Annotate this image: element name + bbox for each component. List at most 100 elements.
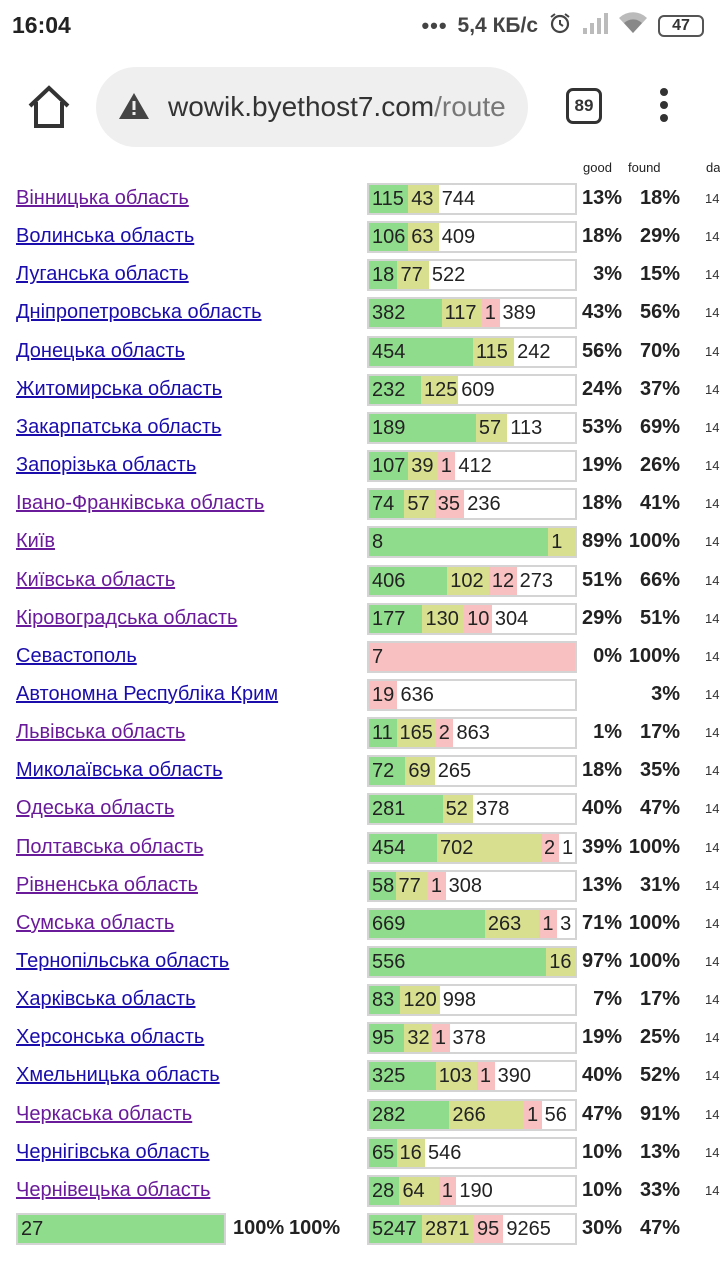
date-value: 14 xyxy=(705,686,720,702)
region-link[interactable]: Автономна Республіка Крим xyxy=(16,682,279,705)
region-row: Закарпатська область 189 57 113 53% 69% 14 xyxy=(0,410,720,448)
region-link[interactable]: Рівненська область xyxy=(16,873,198,896)
bar-segment: 190 xyxy=(456,1176,575,1205)
address-bar[interactable]: wowik.byethost7.com/route xyxy=(96,67,528,147)
bar-segment: 522 xyxy=(428,261,575,290)
region-link[interactable]: Львівська область xyxy=(16,721,186,744)
browser-toolbar: wowik.byethost7.com/route 89 xyxy=(0,52,720,160)
region-link[interactable]: Чернівецька область xyxy=(16,1178,211,1201)
date-value: 14 xyxy=(705,572,720,588)
region-row: Житомирська область 232 125 609 24% 37% 14 xyxy=(0,372,720,410)
region-link[interactable]: Чернігівська область xyxy=(16,1140,210,1163)
menu-more-icon[interactable] xyxy=(652,88,676,128)
found-percent: 100% xyxy=(628,835,680,858)
date-value: 14 xyxy=(705,1106,720,1122)
bar-segment: 16 xyxy=(396,1138,425,1167)
bar-segment: 5247 xyxy=(369,1215,422,1244)
found-percent: 70% xyxy=(639,339,680,362)
found-percent: 100% xyxy=(628,644,680,667)
found-percent: 17% xyxy=(639,721,680,744)
totals-count-found: 100% xyxy=(289,1217,341,1240)
date-value: 14 xyxy=(705,419,720,435)
bar-segment: 389 xyxy=(499,299,575,328)
region-link[interactable]: Черкаська область xyxy=(16,1102,193,1125)
page-content: good found da Вінницька область 115 43 744 1… xyxy=(0,160,720,1280)
date-value: 14 xyxy=(705,343,720,359)
bar-segment: 390 xyxy=(494,1062,575,1091)
home-button[interactable] xyxy=(24,82,74,132)
region-link[interactable]: Дніпропетровська область xyxy=(16,301,262,324)
bar-segment: 9265 xyxy=(503,1215,575,1244)
good-percent: 29% xyxy=(581,606,622,629)
bar-segment: 1 xyxy=(476,1062,495,1091)
bar-segment: 2871 xyxy=(421,1215,474,1244)
region-row: Львівська область 11 165 2 863 1% 17% 14 xyxy=(0,715,720,753)
bar-segment: 115 xyxy=(472,337,515,366)
bar-segment: 28 xyxy=(369,1176,400,1205)
region-link[interactable]: Київська область xyxy=(16,568,176,591)
found-percent: 100% xyxy=(628,911,680,934)
totals-row: 27 100% 100% 5247 2871 95 9265 30% 47% xyxy=(0,1211,720,1249)
bar-segment: 744 xyxy=(438,185,575,213)
region-link[interactable]: Одеська область xyxy=(16,797,175,820)
found-percent: 29% xyxy=(639,225,680,248)
bar-segment: 77 xyxy=(395,871,428,900)
date-value: 14 xyxy=(705,877,720,893)
bar-segment: 56 xyxy=(541,1100,575,1129)
region-link[interactable]: Волинська область xyxy=(16,225,195,248)
region-link[interactable]: Запорізька область xyxy=(16,454,197,477)
totals-stats-bar: 5247 2871 95 9265 xyxy=(367,1213,577,1246)
region-link[interactable]: Херсонська область xyxy=(16,1026,205,1049)
found-percent: 25% xyxy=(639,1026,680,1049)
region-stats-bar: 28 64 1 190 xyxy=(367,1174,577,1207)
region-link[interactable]: Кіровоградська область xyxy=(16,606,238,629)
found-percent: 33% xyxy=(639,1178,680,1201)
bar-segment: 10 xyxy=(464,604,492,633)
bar-segment: 1 xyxy=(523,1100,542,1129)
region-stats-bar: 232 125 609 xyxy=(367,373,577,406)
good-percent: 10% xyxy=(581,1178,622,1201)
region-row: Запорізька область 107 39 1 412 19% 26% 14 xyxy=(0,448,720,486)
bar-segment: 125 xyxy=(421,375,459,404)
region-link[interactable]: Вінницька область xyxy=(16,187,189,209)
region-link[interactable]: Тернопільська область xyxy=(16,950,230,972)
good-percent: 71% xyxy=(581,911,622,934)
region-link[interactable]: Хмельницька область xyxy=(16,1064,220,1087)
region-link[interactable]: Донецька область xyxy=(16,339,185,362)
region-link[interactable]: Житомирська область xyxy=(16,377,223,400)
good-percent: 47% xyxy=(581,1102,622,1125)
region-link[interactable]: Севастополь xyxy=(16,644,137,667)
region-link[interactable]: Сумська область xyxy=(16,911,175,934)
region-link[interactable]: Миколаївська область xyxy=(16,759,223,782)
tab-switcher-button[interactable]: 89 xyxy=(566,88,602,124)
bar-segment: 382 xyxy=(369,299,442,328)
region-link[interactable]: Івано-Франківська область xyxy=(16,492,265,515)
date-value: 14 xyxy=(705,305,720,321)
region-stats-bar: 454 702 2 1 xyxy=(367,831,577,864)
bar-segment: 65 xyxy=(369,1138,397,1167)
date-value: 14 xyxy=(705,1182,720,1198)
found-percent: 51% xyxy=(639,606,680,629)
region-stats-bar: 7 xyxy=(367,640,577,673)
region-row: Київ 8 1 89% 100% 14 xyxy=(0,524,720,562)
region-row: Вінницька область 115 43 744 13% 18% 14 xyxy=(0,181,720,219)
bar-segment: 63 xyxy=(408,223,439,252)
region-link[interactable]: Луганська область xyxy=(16,263,189,286)
region-row: Київська область 406 102 12 273 51% 66% 14 xyxy=(0,563,720,601)
date-value: 14 xyxy=(705,1144,720,1160)
found-percent: 15% xyxy=(639,263,680,286)
region-link[interactable]: Полтавська область xyxy=(16,835,204,858)
region-link[interactable]: Харківська область xyxy=(16,988,196,1011)
date-value: 14 xyxy=(705,381,720,397)
region-link[interactable]: Київ xyxy=(16,530,56,553)
date-value: 14 xyxy=(705,534,720,550)
good-percent: 24% xyxy=(581,377,622,400)
region-link[interactable]: Закарпатська область xyxy=(16,415,222,438)
region-row: Миколаївська область 72 69 265 18% 35% 14 xyxy=(0,753,720,791)
alarm-icon xyxy=(548,11,572,41)
region-row: Харківська область 83 120 998 7% 17% 14 xyxy=(0,982,720,1020)
found-percent: 69% xyxy=(639,415,680,438)
region-stats-bar: 74 57 35 236 xyxy=(367,488,577,521)
date-value: 14 xyxy=(705,191,720,206)
